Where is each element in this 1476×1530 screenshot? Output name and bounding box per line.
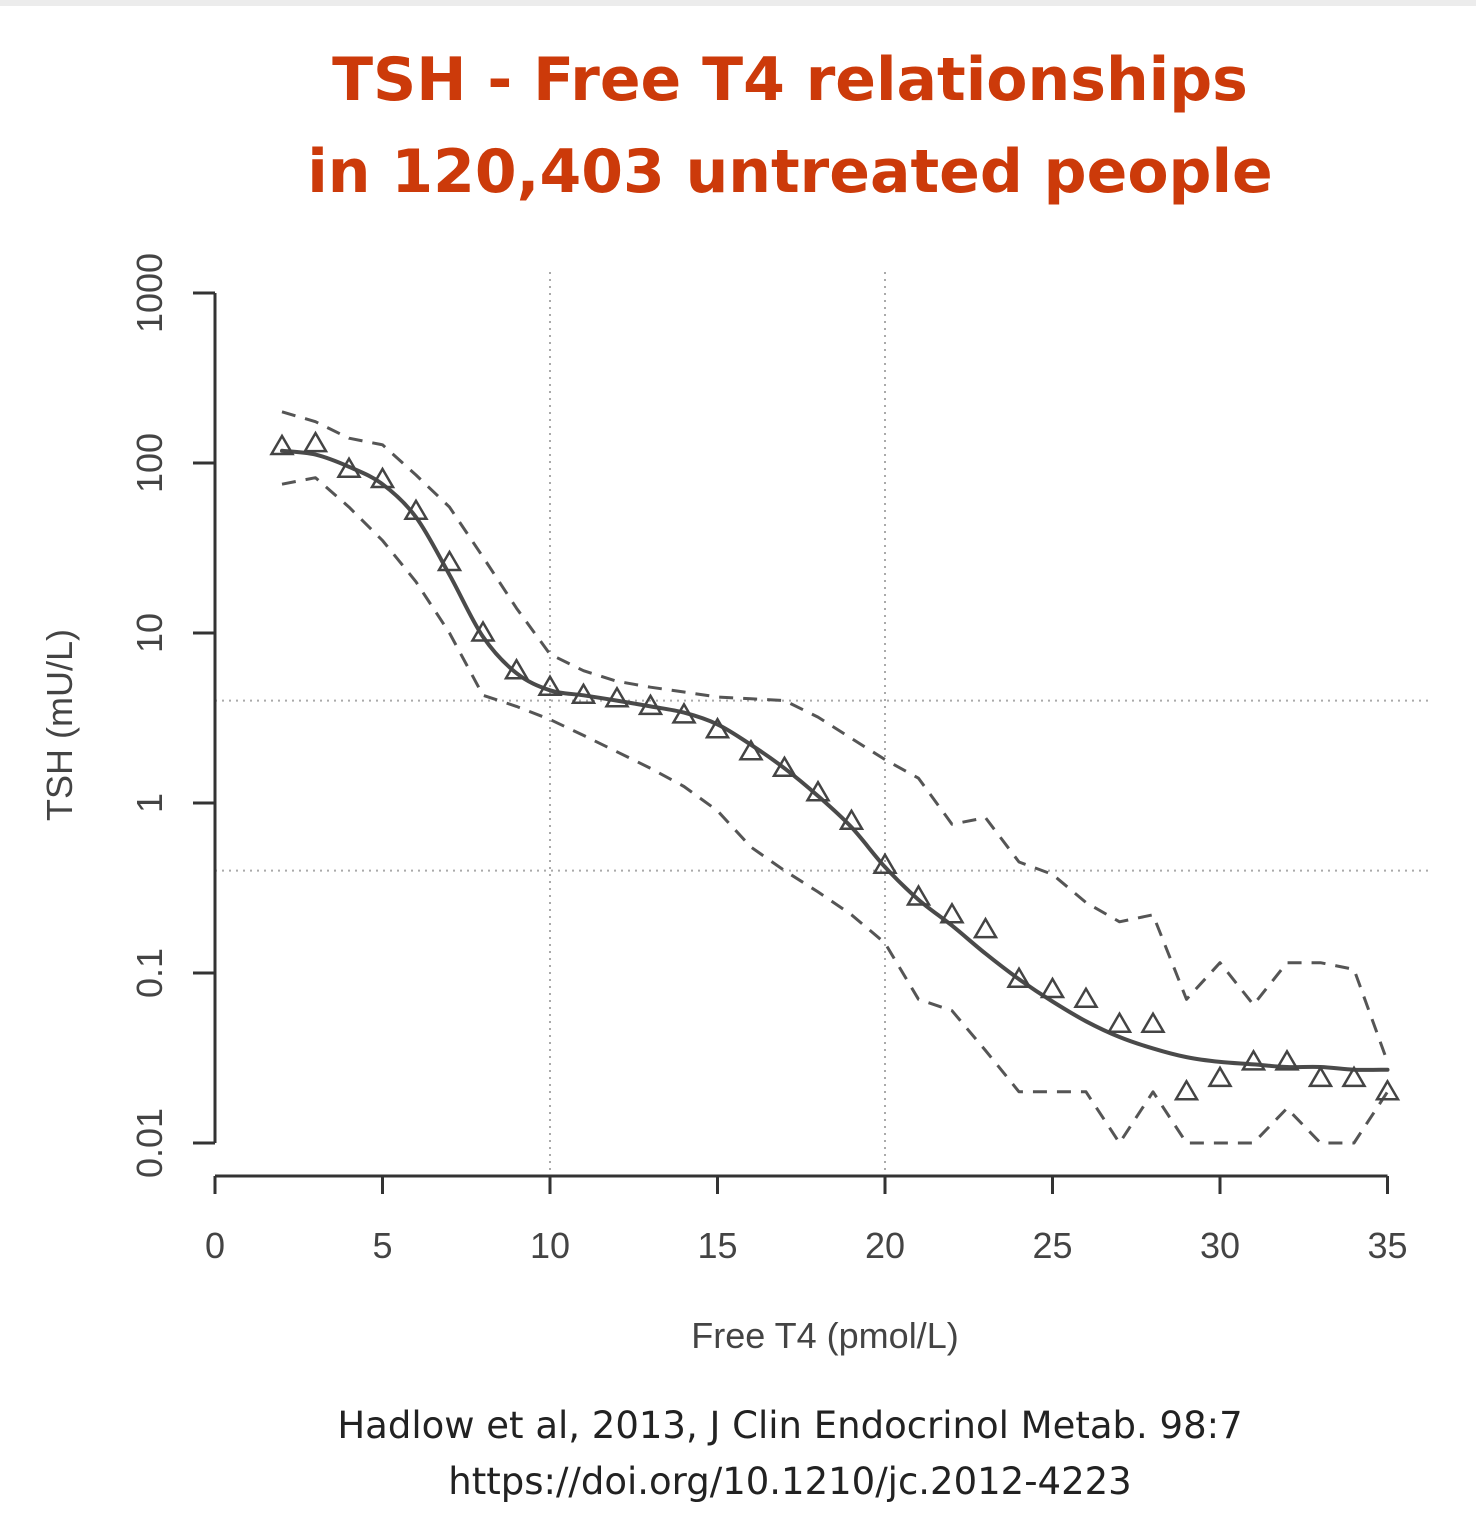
data-point-triangle [972, 916, 999, 939]
data-point-triangle [1039, 976, 1066, 999]
x-tick-label: 0 [205, 1225, 225, 1266]
data-point-triangle [704, 716, 731, 739]
data-point-triangle [336, 456, 362, 478]
y-tick-label: 0.1 [129, 948, 170, 998]
data-point-triangle [939, 901, 965, 924]
chart-title: TSH - Free T4 relationships in 120,403 u… [0, 34, 1476, 218]
data-point-triangle [1374, 1078, 1401, 1101]
citation: Hadlow et al, 2013, J Clin Endocrinol Me… [0, 1398, 1476, 1510]
y-axis-label: TSH (mU/L) [39, 629, 80, 821]
top-border [0, 0, 1476, 6]
data-point-triangle [1073, 986, 1099, 1009]
x-axis-label: Free T4 (pmol/L) [691, 1315, 958, 1356]
x-tick-label: 30 [1200, 1225, 1240, 1266]
data-point-triangle [1006, 966, 1032, 988]
y-tick-label: 100 [129, 433, 170, 493]
data-point-triangle [436, 549, 463, 572]
data-point-triangle [1106, 1011, 1133, 1033]
y-tick-label: 1 [129, 793, 170, 813]
x-tick-label: 20 [865, 1225, 905, 1266]
data-point-triangle [771, 755, 798, 778]
y-tick-label: 0.01 [129, 1108, 170, 1178]
x-tick-label: 5 [372, 1225, 392, 1266]
x-tick-label: 25 [1032, 1225, 1072, 1266]
data-point-triangle [570, 682, 597, 705]
data-point-triangle [369, 466, 396, 489]
upper-bound-dashed-line [281, 410, 1389, 1063]
data-point-triangle [1140, 1011, 1166, 1033]
citation-reference: Hadlow et al, 2013, J Clin Endocrinol Me… [337, 1404, 1243, 1447]
axes: 0 5 10 15 20 25 30 35 0.01 0.1 1 10 100 1000 [129, 253, 1408, 1266]
y-tick-label: 10 [129, 613, 170, 653]
reference-lines [215, 272, 1428, 1176]
data-point-triangle [805, 779, 831, 802]
x-tick-label: 15 [697, 1225, 737, 1266]
data-point-triangle [671, 701, 697, 724]
data-point-triangle [1207, 1065, 1233, 1088]
plot-series [269, 410, 1401, 1145]
data-point-triangle [1274, 1048, 1300, 1071]
data-point-triangle [1341, 1065, 1367, 1088]
data-point-triangle [604, 685, 630, 708]
data-point-triangle [503, 657, 530, 680]
data-point-triangle [872, 852, 898, 875]
x-tick-label: 10 [530, 1225, 570, 1266]
x-tick-label: 35 [1367, 1225, 1407, 1266]
chart-title-line-2: in 120,403 untreated people [307, 137, 1273, 207]
data-point-triangle [269, 433, 295, 456]
data-point-triangle [905, 884, 932, 906]
citation-doi: https://doi.org/10.1210/jc.2012-4223 [448, 1460, 1132, 1503]
data-point-triangle [637, 693, 664, 716]
data-point-triangle [1240, 1048, 1267, 1071]
tsh-ft4-chart: 0 5 10 15 20 25 30 35 0.01 0.1 1 10 100 1000 Free T4 … [39, 253, 1428, 1356]
lower-bound-dashed-line [281, 476, 1389, 1145]
y-tick-label: 1000 [129, 253, 170, 333]
chart-title-line-1: TSH - Free T4 relationships [332, 45, 1248, 115]
data-point-triangle [1173, 1078, 1200, 1101]
data-point-triangle [838, 808, 865, 831]
fitted-curve [280, 448, 1390, 1072]
data-point-triangle [738, 738, 764, 761]
data-point-triangle [470, 620, 496, 642]
data-point-triangle [403, 498, 429, 521]
data-point-triangle [302, 430, 329, 453]
data-point-triangle [1307, 1065, 1334, 1088]
data-point-triangle [537, 674, 563, 696]
